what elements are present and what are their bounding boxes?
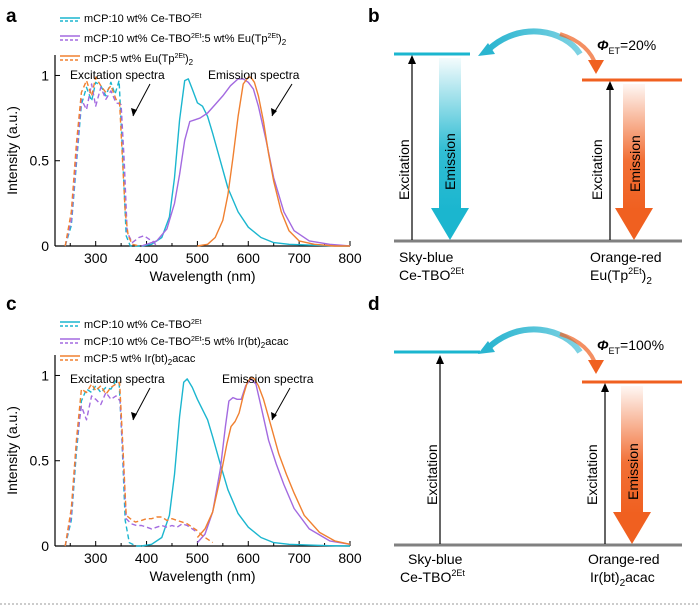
legend-c: mCP:10 wt% Ce-TBO2Et mCP:10 wt% Ce-TBO2E… [60, 319, 289, 367]
emission-label-b-left: Emission [442, 133, 458, 190]
legend-c-text-2: mCP:10 wt% Ce-TBO2Et:5 wt% Ir(bt)2acac [84, 336, 289, 350]
legend-c-text-1: mCP:10 wt% Ce-TBO2Et [84, 319, 202, 331]
annotation-arrowhead-emission-c [271, 412, 277, 420]
excitation-label-d-left: Excitation [424, 444, 440, 505]
emission-label-d-right: Emission [625, 443, 641, 500]
energy-transfer-arrowhead-d [478, 341, 495, 354]
legend-c-item-1: mCP:10 wt% Ce-TBO2Et [60, 319, 202, 331]
annotation-excitation-a: Excitation spectra [70, 68, 165, 82]
emission-arrowhead-b-right [615, 208, 653, 240]
chart-c-ytick-label: 0.5 [30, 453, 50, 469]
annotation-emission-c: Emission spectra [222, 372, 314, 386]
chart-a-series-excitation-5 [64, 76, 140, 247]
chart-c-series-excitation-1 [64, 379, 144, 547]
energy-transfer-arrowhead-b [478, 43, 495, 56]
chart-c-xtick-label: 600 [237, 550, 261, 566]
legend-c-item-2: mCP:10 wt% Ce-TBO2Et:5 wt% Ir(bt)2acac [60, 336, 289, 350]
chart-a-ytick-label: 1 [41, 67, 49, 83]
chart-a-ytick-label: 0.5 [30, 153, 50, 169]
acceptor-compound-b: Eu(Tp2Et)2 [590, 266, 652, 287]
legend-a-text-2: mCP:10 wt% Ce-TBO2Et:5 wt% Eu(Tp2Et)2 [84, 33, 287, 47]
chart-a-series-emission-0 [141, 78, 351, 247]
annotation-arrowhead-excitation-c [131, 412, 137, 420]
acceptor-name-d: Orange-red [588, 551, 660, 567]
chart-c: 300 400 500 600 700 800 0 0.5 1 Wavelength (nm) In… [4, 355, 362, 584]
chart-a-xlabel: Wavelength (nm) [149, 268, 255, 284]
chart-a-series-emission-2 [141, 78, 351, 247]
excitation-arrowhead-d-right [601, 383, 609, 392]
emission-arrow-b-left [439, 58, 461, 210]
chart-c-ylabel: Intensity (a.u.) [4, 406, 20, 495]
chart-c-ytick-label: 1 [41, 367, 49, 383]
emission-label-b-right: Emission [627, 135, 643, 192]
annotation-arrowhead-excitation-a [131, 108, 137, 116]
chart-a-ylabel: Intensity (a.u.) [4, 106, 20, 195]
chart-c-series-emission-0 [141, 378, 351, 547]
panel-label-b: b [368, 6, 380, 27]
chart-a-series-excitation-3 [64, 83, 158, 247]
legend-a-text-1: mCP:10 wt% Ce-TBO2Et [84, 13, 202, 25]
chart-c-series-emission-2 [196, 378, 351, 545]
chart-c-series-emission-4 [196, 376, 351, 545]
emission-arrow-b-right [623, 84, 645, 210]
annotation-excitation-c: Excitation spectra [70, 372, 165, 386]
chart-a-xtick-label: 300 [84, 250, 108, 266]
chart-a-series-excitation-1 [64, 79, 144, 247]
chart-c-xtick-label: 700 [287, 550, 311, 566]
energy-transfer-arrow-b [485, 28, 583, 56]
excitation-label-b-right: Excitation [589, 139, 605, 200]
energy-diagram-d: ΦET=100% Excitation Excitation Emission … [394, 326, 682, 589]
energy-transfer-arrow-d [485, 326, 583, 354]
chart-a-ytick-label: 0 [41, 238, 49, 254]
efficiency-d: ΦET=100% [597, 337, 664, 356]
legend-a-item-3: mCP:5 wt% Eu(Tp2Et)2 [60, 53, 194, 67]
chart-a-xtick-label: 400 [135, 250, 159, 266]
donor-name-d: Sky-blue [408, 551, 463, 567]
chart-c-series-excitation-3 [64, 391, 198, 547]
efficiency-b: ΦET=20% [597, 37, 656, 56]
energy-diagram-b: ΦET=20% Excitation Emission Excitation E… [394, 28, 682, 287]
acceptor-name-b: Orange-red [590, 249, 662, 265]
excitation-label-b-left: Excitation [396, 139, 412, 200]
chart-a-xtick-label: 500 [186, 250, 210, 266]
legend-a-text-3: mCP:5 wt% Eu(Tp2Et)2 [84, 53, 194, 67]
donor-compound-d: Ce-TBO2Et [400, 568, 465, 585]
legend-a: mCP:10 wt% Ce-TBO2Et mCP:10 wt% Ce-TBO2E… [60, 13, 287, 67]
acceptor-compound-d: Ir(bt)2acac [590, 569, 655, 589]
transfer-tail-head-d [588, 360, 604, 374]
annotation-emission-a: Emission spectra [208, 68, 300, 82]
emission-arrowhead-d-right [613, 512, 651, 544]
chart-c-ytick-label: 0 [41, 538, 49, 554]
chart-c-xtick-label: 400 [135, 550, 159, 566]
excitation-arrowhead-b-left [408, 55, 416, 64]
legend-a-item-1: mCP:10 wt% Ce-TBO2Et [60, 13, 202, 25]
excitation-arrowhead-b-right [606, 81, 614, 90]
legend-a-item-2: mCP:10 wt% Ce-TBO2Et:5 wt% Eu(Tp2Et)2 [60, 33, 287, 47]
legend-c-item-3: mCP:5 wt% Ir(bt)2acac [60, 353, 196, 367]
donor-compound-b: Ce-TBO2Et [399, 266, 464, 283]
panel-label-d: d [368, 294, 380, 315]
annotation-arrowhead-emission-a [271, 108, 277, 116]
panel-label-c: c [6, 294, 17, 315]
excitation-label-d-right: Excitation [584, 444, 600, 505]
chart-a-series-emission-4 [197, 76, 350, 247]
chart-c-xlabel: Wavelength (nm) [149, 568, 255, 584]
chart-a-xtick-label: 700 [287, 250, 311, 266]
chart-c-xtick-label: 500 [186, 550, 210, 566]
chart-a: 300 400 500 600 700 800 0 0.5 1 Wavelength (nm) In… [4, 55, 362, 284]
chart-c-xtick-label: 300 [84, 550, 108, 566]
chart-c-xtick-label: 800 [338, 550, 362, 566]
emission-arrowhead-b-left [431, 208, 469, 240]
panel-label-a: a [6, 6, 17, 27]
chart-a-xtick-label: 800 [338, 250, 362, 266]
transfer-tail-head-b [588, 60, 604, 74]
excitation-arrowhead-d-left [436, 355, 444, 364]
emission-arrow-d-right [621, 386, 643, 514]
donor-name-b: Sky-blue [399, 249, 454, 265]
chart-c-series-excitation-5 [64, 381, 214, 547]
legend-c-text-3: mCP:5 wt% Ir(bt)2acac [84, 353, 196, 367]
chart-a-xtick-label: 600 [237, 250, 261, 266]
